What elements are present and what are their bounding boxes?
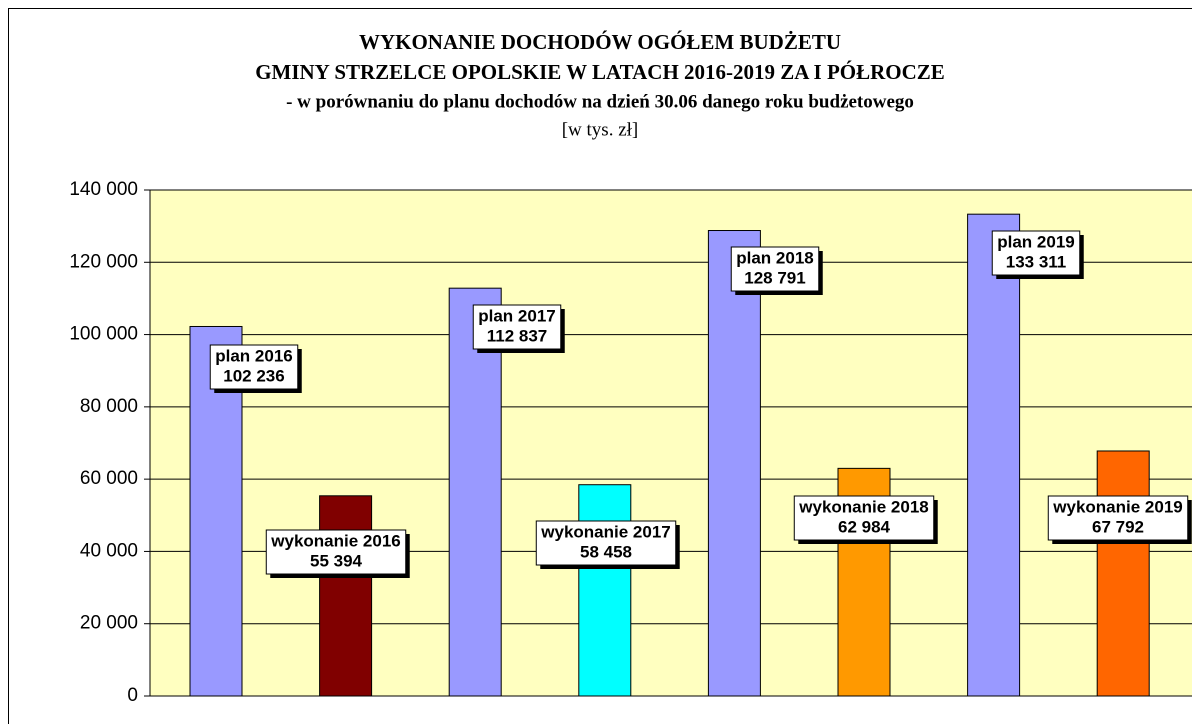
chart-title: GMINY STRZELCE OPOLSKIE W LATACH 2016-20…	[255, 60, 945, 84]
bar	[1096, 450, 1150, 697]
label-box	[793, 495, 935, 541]
data-label-name: wykonanie 2018	[798, 497, 928, 516]
data-label-name: wykonanie 2016	[270, 531, 400, 550]
bar	[448, 287, 502, 697]
y-tick-label: 80 000	[80, 396, 138, 417]
data-label-name: plan 2018	[736, 248, 814, 267]
label-box	[209, 344, 299, 390]
chart-subtitle: - w porównaniu do planu dochodów na dzie…	[286, 91, 914, 112]
label-box	[535, 520, 677, 566]
label-box	[265, 529, 407, 575]
bar	[319, 495, 373, 697]
data-label-name: wykonanie 2019	[1052, 497, 1182, 516]
y-tick-label: 60 000	[80, 468, 138, 489]
data-label-value: 133 311	[1006, 252, 1067, 271]
data-label-value: 112 837	[487, 326, 548, 345]
y-tick-label: 0	[127, 685, 138, 706]
data-label-name: plan 2017	[478, 306, 556, 325]
data-label-value: 58 458	[580, 542, 632, 561]
label-box	[991, 230, 1081, 276]
data-label-value: 102 236	[223, 366, 284, 385]
label-box	[472, 304, 562, 350]
y-tick-label: 140 000	[69, 179, 138, 200]
data-label-name: wykonanie 2017	[540, 522, 670, 541]
y-tick-label: 120 000	[69, 251, 138, 272]
label-box	[730, 246, 820, 292]
bar	[707, 230, 761, 697]
chart-title: WYKONANIE DOCHODÓW OGÓŁEM BUDŻETU	[359, 30, 841, 54]
y-tick-label: 40 000	[80, 540, 138, 561]
y-tick-label: 100 000	[69, 324, 138, 345]
data-label-value: 128 791	[744, 268, 805, 287]
label-box	[1047, 495, 1189, 541]
y-tick-label: 20 000	[80, 613, 138, 634]
data-label-value: 55 394	[310, 551, 363, 570]
bar	[578, 484, 632, 697]
data-label-value: 67 792	[1092, 517, 1144, 536]
data-label-value: 62 984	[838, 517, 891, 536]
unit-label: [w tys. zł]	[562, 119, 639, 140]
data-label-name: plan 2019	[997, 232, 1075, 251]
data-label-name: plan 2016	[215, 346, 293, 365]
bar	[967, 213, 1021, 697]
